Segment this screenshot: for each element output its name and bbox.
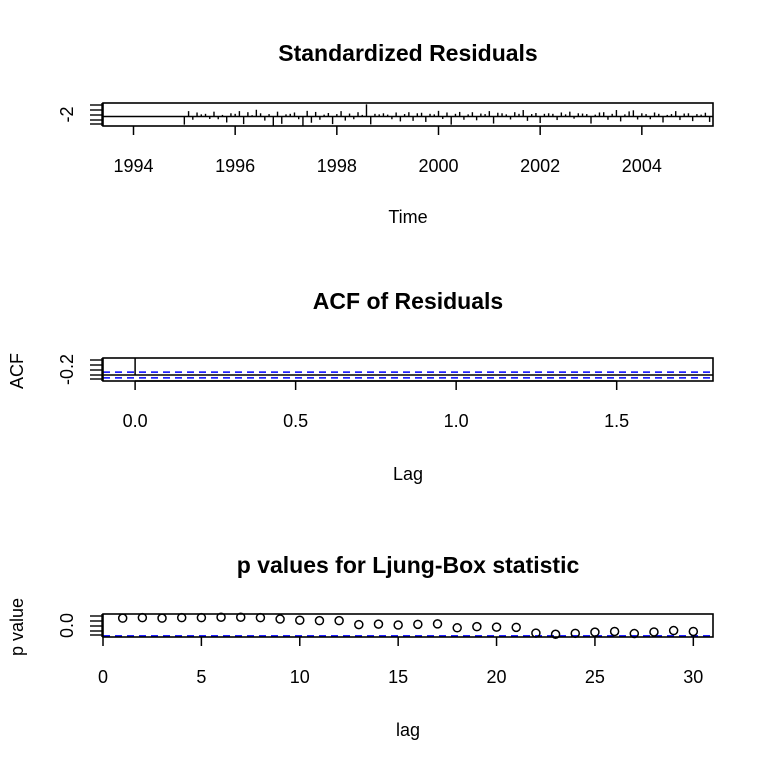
p-value-point	[413, 619, 423, 630]
x-tick-label: 2004	[622, 156, 662, 176]
y-tick-label: 0.0	[57, 613, 77, 638]
x-tick-label: 2000	[418, 156, 458, 176]
acf-xlabel: Lag	[393, 464, 423, 484]
p-value-point	[314, 615, 325, 626]
p-value-point	[511, 622, 521, 633]
acf-title: ACF of Residuals	[313, 288, 503, 314]
p-value-point	[649, 627, 659, 637]
p-value-point	[393, 620, 403, 630]
plot-marks	[103, 104, 713, 126]
x-tick-label: 1994	[113, 156, 153, 176]
p-value-point	[472, 621, 482, 632]
residuals-xlabel: Time	[388, 207, 427, 227]
x-tick-label: 15	[388, 667, 408, 687]
y-tick-label: -2	[57, 106, 77, 122]
ljung-box-panel: p values for Ljung-Box statistic lag p v…	[7, 552, 714, 740]
p-value-point	[295, 615, 305, 625]
x-tick-label: 2002	[520, 156, 560, 176]
x-tick-label: 1.0	[444, 411, 469, 431]
residuals-panel: Standardized Residuals Time 1994 1996 1998…	[57, 40, 714, 227]
x-tick-label: 10	[290, 667, 310, 687]
p-value-point	[334, 615, 344, 626]
ljung-box-xlabel: lag	[396, 720, 420, 740]
plot-marks	[103, 358, 713, 379]
acf-panel: ACF of Residuals Lag ACF 0.0 0.5 1.0 1.5 -0.…	[7, 288, 714, 484]
p-value-point	[373, 619, 384, 629]
p-value-point	[590, 627, 600, 637]
x-tick-label: 30	[683, 667, 703, 687]
p-value-point	[550, 629, 561, 639]
x-tick-label: 1.5	[604, 411, 629, 431]
p-value-point	[452, 623, 462, 633]
ljung-box-ylabel: p value	[7, 598, 27, 656]
x-tick-label: 20	[487, 667, 507, 687]
x-tick-label: 0.0	[123, 411, 148, 431]
p-value-point	[688, 626, 699, 637]
p-value-point	[491, 622, 502, 632]
x-tick-label: 0.5	[283, 411, 308, 431]
p-value-point	[668, 625, 679, 636]
acf-ylabel: ACF	[7, 353, 27, 389]
x-tick-label: 5	[196, 667, 206, 687]
x-tick-label: 0	[98, 667, 108, 687]
x-tick-label: 1996	[215, 156, 255, 176]
p-value-point	[432, 619, 443, 629]
residuals-title: Standardized Residuals	[278, 40, 537, 66]
x-tick-label: 1998	[317, 156, 357, 176]
x-tick-label: 25	[585, 667, 605, 687]
y-tick-label: -0.2	[57, 354, 77, 385]
p-value-point	[609, 626, 620, 637]
ljung-box-title: p values for Ljung-Box statistic	[237, 552, 580, 578]
p-value-point	[354, 619, 364, 630]
p-value-point	[275, 614, 285, 624]
